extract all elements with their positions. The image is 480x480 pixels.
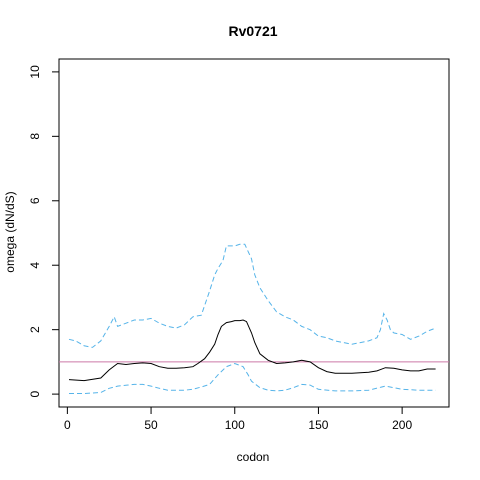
y-tick-label: 4 xyxy=(28,262,42,269)
y-tick-label: 0 xyxy=(28,390,42,397)
x-tick-label: 50 xyxy=(144,418,158,432)
chart-title: Rv0721 xyxy=(228,23,277,39)
y-axis: 0 2 4 6 8 10 xyxy=(28,65,60,397)
series-line-lower-bound xyxy=(69,362,436,394)
x-axis: 0 50 100 150 200 xyxy=(64,406,412,432)
plot-frame xyxy=(58,58,450,408)
y-tick-label: 6 xyxy=(28,197,42,204)
x-tick-label: 0 xyxy=(64,418,71,432)
series-line-upper-bound xyxy=(68,243,436,348)
series-layer xyxy=(68,243,436,394)
x-tick-label: 100 xyxy=(225,418,245,432)
y-tick-label: 2 xyxy=(28,326,42,333)
series-line-estimate xyxy=(68,319,436,382)
y-axis-label: omega (dN/dS) xyxy=(3,191,17,272)
y-tick-label: 10 xyxy=(28,65,42,79)
x-tick-label: 150 xyxy=(308,418,328,432)
y-tick-label: 8 xyxy=(28,133,42,140)
x-tick-label: 200 xyxy=(392,418,412,432)
x-axis-label: codon xyxy=(237,450,270,464)
